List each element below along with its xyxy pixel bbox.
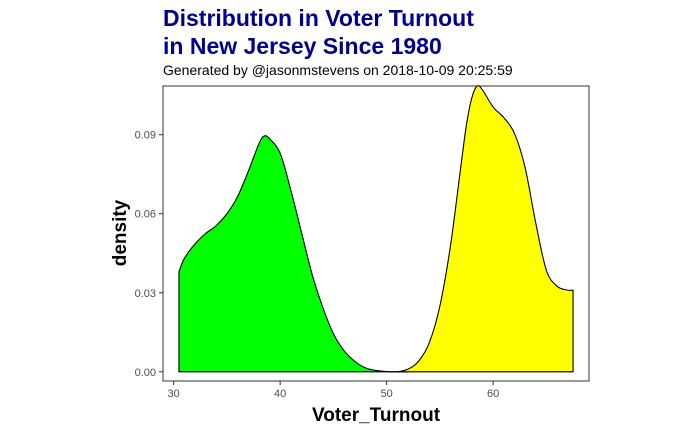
x-tick-label: 60	[487, 388, 499, 400]
y-tick-label: 0.09	[135, 130, 156, 142]
plot-area: 30 40 50 60 0.00 0.03 0.06 0.09	[135, 85, 590, 400]
density-area-1	[178, 135, 408, 373]
density-area-2	[386, 85, 574, 373]
x-tick-label: 30	[168, 388, 180, 400]
chart-title-line-2: in New Jersey Since 1980	[163, 33, 442, 59]
x-axis-title: Voter_Turnout	[312, 405, 441, 426]
y-tick-label: 0.06	[135, 209, 156, 221]
y-tick-label: 0.00	[135, 367, 156, 379]
chart-subtitle: Generated by @jasonmstevens on 2018-10-0…	[163, 62, 513, 78]
y-axis-title: density	[110, 199, 131, 266]
plot-border	[162, 85, 590, 382]
x-tick-label: 50	[381, 388, 393, 400]
y-tick-label: 0.03	[135, 288, 156, 300]
x-tick-label: 40	[274, 388, 286, 400]
chart-title-line-1: Distribution in Voter Turnout	[163, 5, 474, 31]
